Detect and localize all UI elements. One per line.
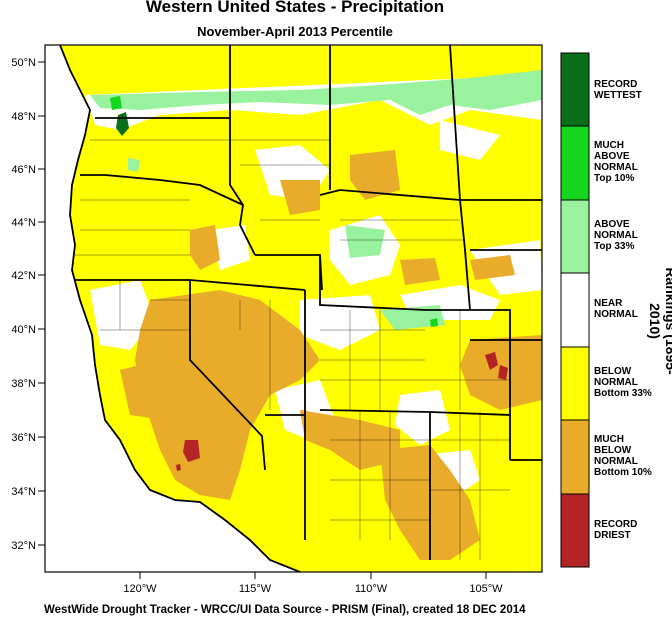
footer-credit: WestWide Drought Tracker - WRCC/UI Data … — [44, 604, 526, 616]
legend-title: Rankings (1895-2010) — [647, 267, 672, 375]
legend-swatch — [560, 199, 590, 274]
legend-label-below-normal: BELOW NORMAL Bottom 33% — [594, 366, 652, 399]
legend-label-near-normal: NEAR NORMAL — [594, 298, 638, 320]
record-driest-areas — [176, 352, 508, 471]
legend-label-much-above-normal: MUCH ABOVE NORMAL Top 10% — [594, 140, 638, 184]
lon-label: 110°W — [355, 583, 388, 595]
map-subtitle: November-April 2013 Percentile — [197, 24, 393, 39]
above-normal-areas — [90, 70, 542, 330]
lat-label: 50°N — [11, 57, 36, 69]
legend-colorbar — [560, 52, 590, 568]
map-area — [59, 45, 542, 572]
lat-label: 38°N — [11, 378, 36, 390]
legend-swatch — [560, 125, 590, 201]
lon-label: 105°W — [469, 583, 503, 595]
map-frame — [44, 44, 543, 573]
map-title: Western United States - Precipitation — [145, 0, 445, 16]
lat-label: 32°N — [11, 540, 36, 552]
lat-label: 46°N — [11, 164, 36, 176]
legend-label-record-driest: RECORD DRIEST — [594, 519, 638, 541]
legend-swatch — [560, 419, 590, 495]
legend-label-record-wettest: RECORD WETTEST — [594, 79, 642, 101]
lat-label: 44°N — [11, 217, 36, 229]
legend-label-much-below-normal: MUCH BELOW NORMAL Bottom 10% — [594, 434, 652, 478]
much-above-normal-areas — [110, 96, 438, 327]
lon-label: 115°W — [239, 583, 272, 595]
lon-label: 120°W — [123, 583, 157, 595]
lat-label: 48°N — [11, 111, 36, 123]
lat-label: 40°N — [11, 324, 36, 336]
lat-label: 36°N — [11, 432, 36, 444]
county-lines — [75, 139, 510, 560]
legend-swatch — [560, 272, 590, 348]
lat-label: 42°N — [11, 270, 36, 282]
lat-label: 34°N — [11, 486, 36, 498]
coastline — [59, 45, 301, 572]
legend-swatch — [560, 52, 590, 127]
legend-label-above-normal: ABOVE NORMAL Top 33% — [594, 219, 638, 252]
lon-labels: 120°W 115°W 110°W 105°W — [123, 583, 503, 595]
legend-swatch — [560, 493, 590, 568]
state-borders — [75, 45, 542, 560]
lon-ticks — [139, 572, 487, 579]
legend-swatch — [560, 346, 590, 421]
lat-ticks — [38, 61, 45, 546]
lat-labels: 50°N 48°N 46°N 44°N 42°N 40°N 38°N 36°N … — [11, 57, 36, 552]
